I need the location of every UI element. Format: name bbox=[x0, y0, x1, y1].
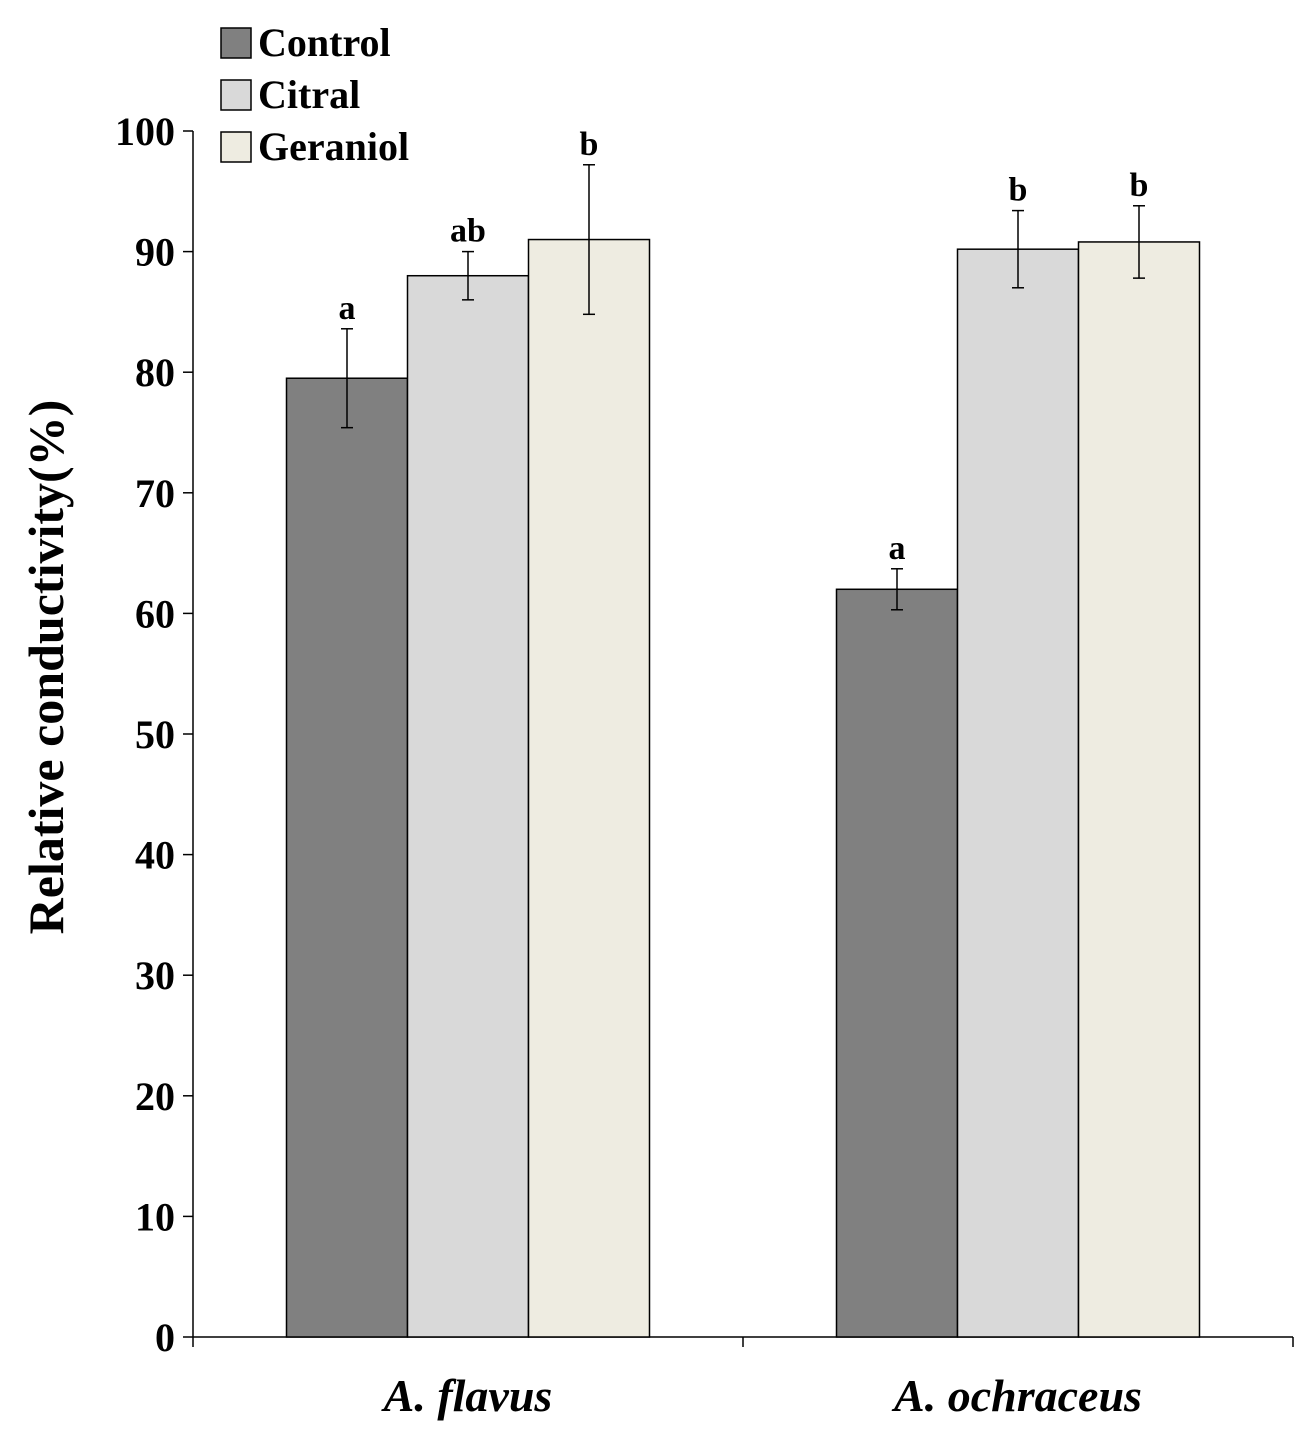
y-tick-label: 40 bbox=[135, 833, 175, 878]
x-category-label: A. flavus bbox=[381, 1370, 553, 1421]
legend-label: Geraniol bbox=[258, 124, 409, 169]
bar[interactable] bbox=[406, 274, 530, 1338]
legend-label: Control bbox=[258, 20, 391, 65]
y-tick-label: 10 bbox=[135, 1194, 175, 1239]
significance-label: ab bbox=[450, 213, 486, 250]
y-tick-label: 30 bbox=[135, 953, 175, 998]
y-tick-label: 60 bbox=[135, 591, 175, 636]
y-tick-label: 80 bbox=[135, 350, 175, 395]
y-tick-label: 70 bbox=[135, 471, 175, 516]
legend-swatch bbox=[220, 79, 252, 111]
significance-label: b bbox=[1009, 172, 1028, 209]
y-tick-label: 50 bbox=[135, 712, 175, 757]
significance-label: b bbox=[580, 126, 599, 163]
bar[interactable] bbox=[1077, 241, 1201, 1338]
legend-swatch bbox=[220, 27, 252, 59]
y-tick-label: 20 bbox=[135, 1074, 175, 1119]
x-category-label: A. ochraceus bbox=[891, 1370, 1142, 1421]
bar[interactable] bbox=[835, 588, 959, 1338]
y-axis-title: Relative conductivity(%) bbox=[18, 400, 74, 935]
y-tick-label: 90 bbox=[135, 230, 175, 275]
bar[interactable] bbox=[956, 248, 1080, 1338]
y-tick-label: 0 bbox=[155, 1315, 175, 1360]
bar[interactable] bbox=[285, 377, 409, 1338]
legend-swatch bbox=[220, 131, 252, 163]
legend-label: Citral bbox=[258, 72, 360, 117]
significance-label: b bbox=[1130, 167, 1149, 204]
bar[interactable] bbox=[527, 238, 651, 1338]
significance-label: a bbox=[339, 290, 356, 327]
significance-label: a bbox=[889, 530, 906, 567]
y-tick-label: 100 bbox=[115, 109, 175, 154]
